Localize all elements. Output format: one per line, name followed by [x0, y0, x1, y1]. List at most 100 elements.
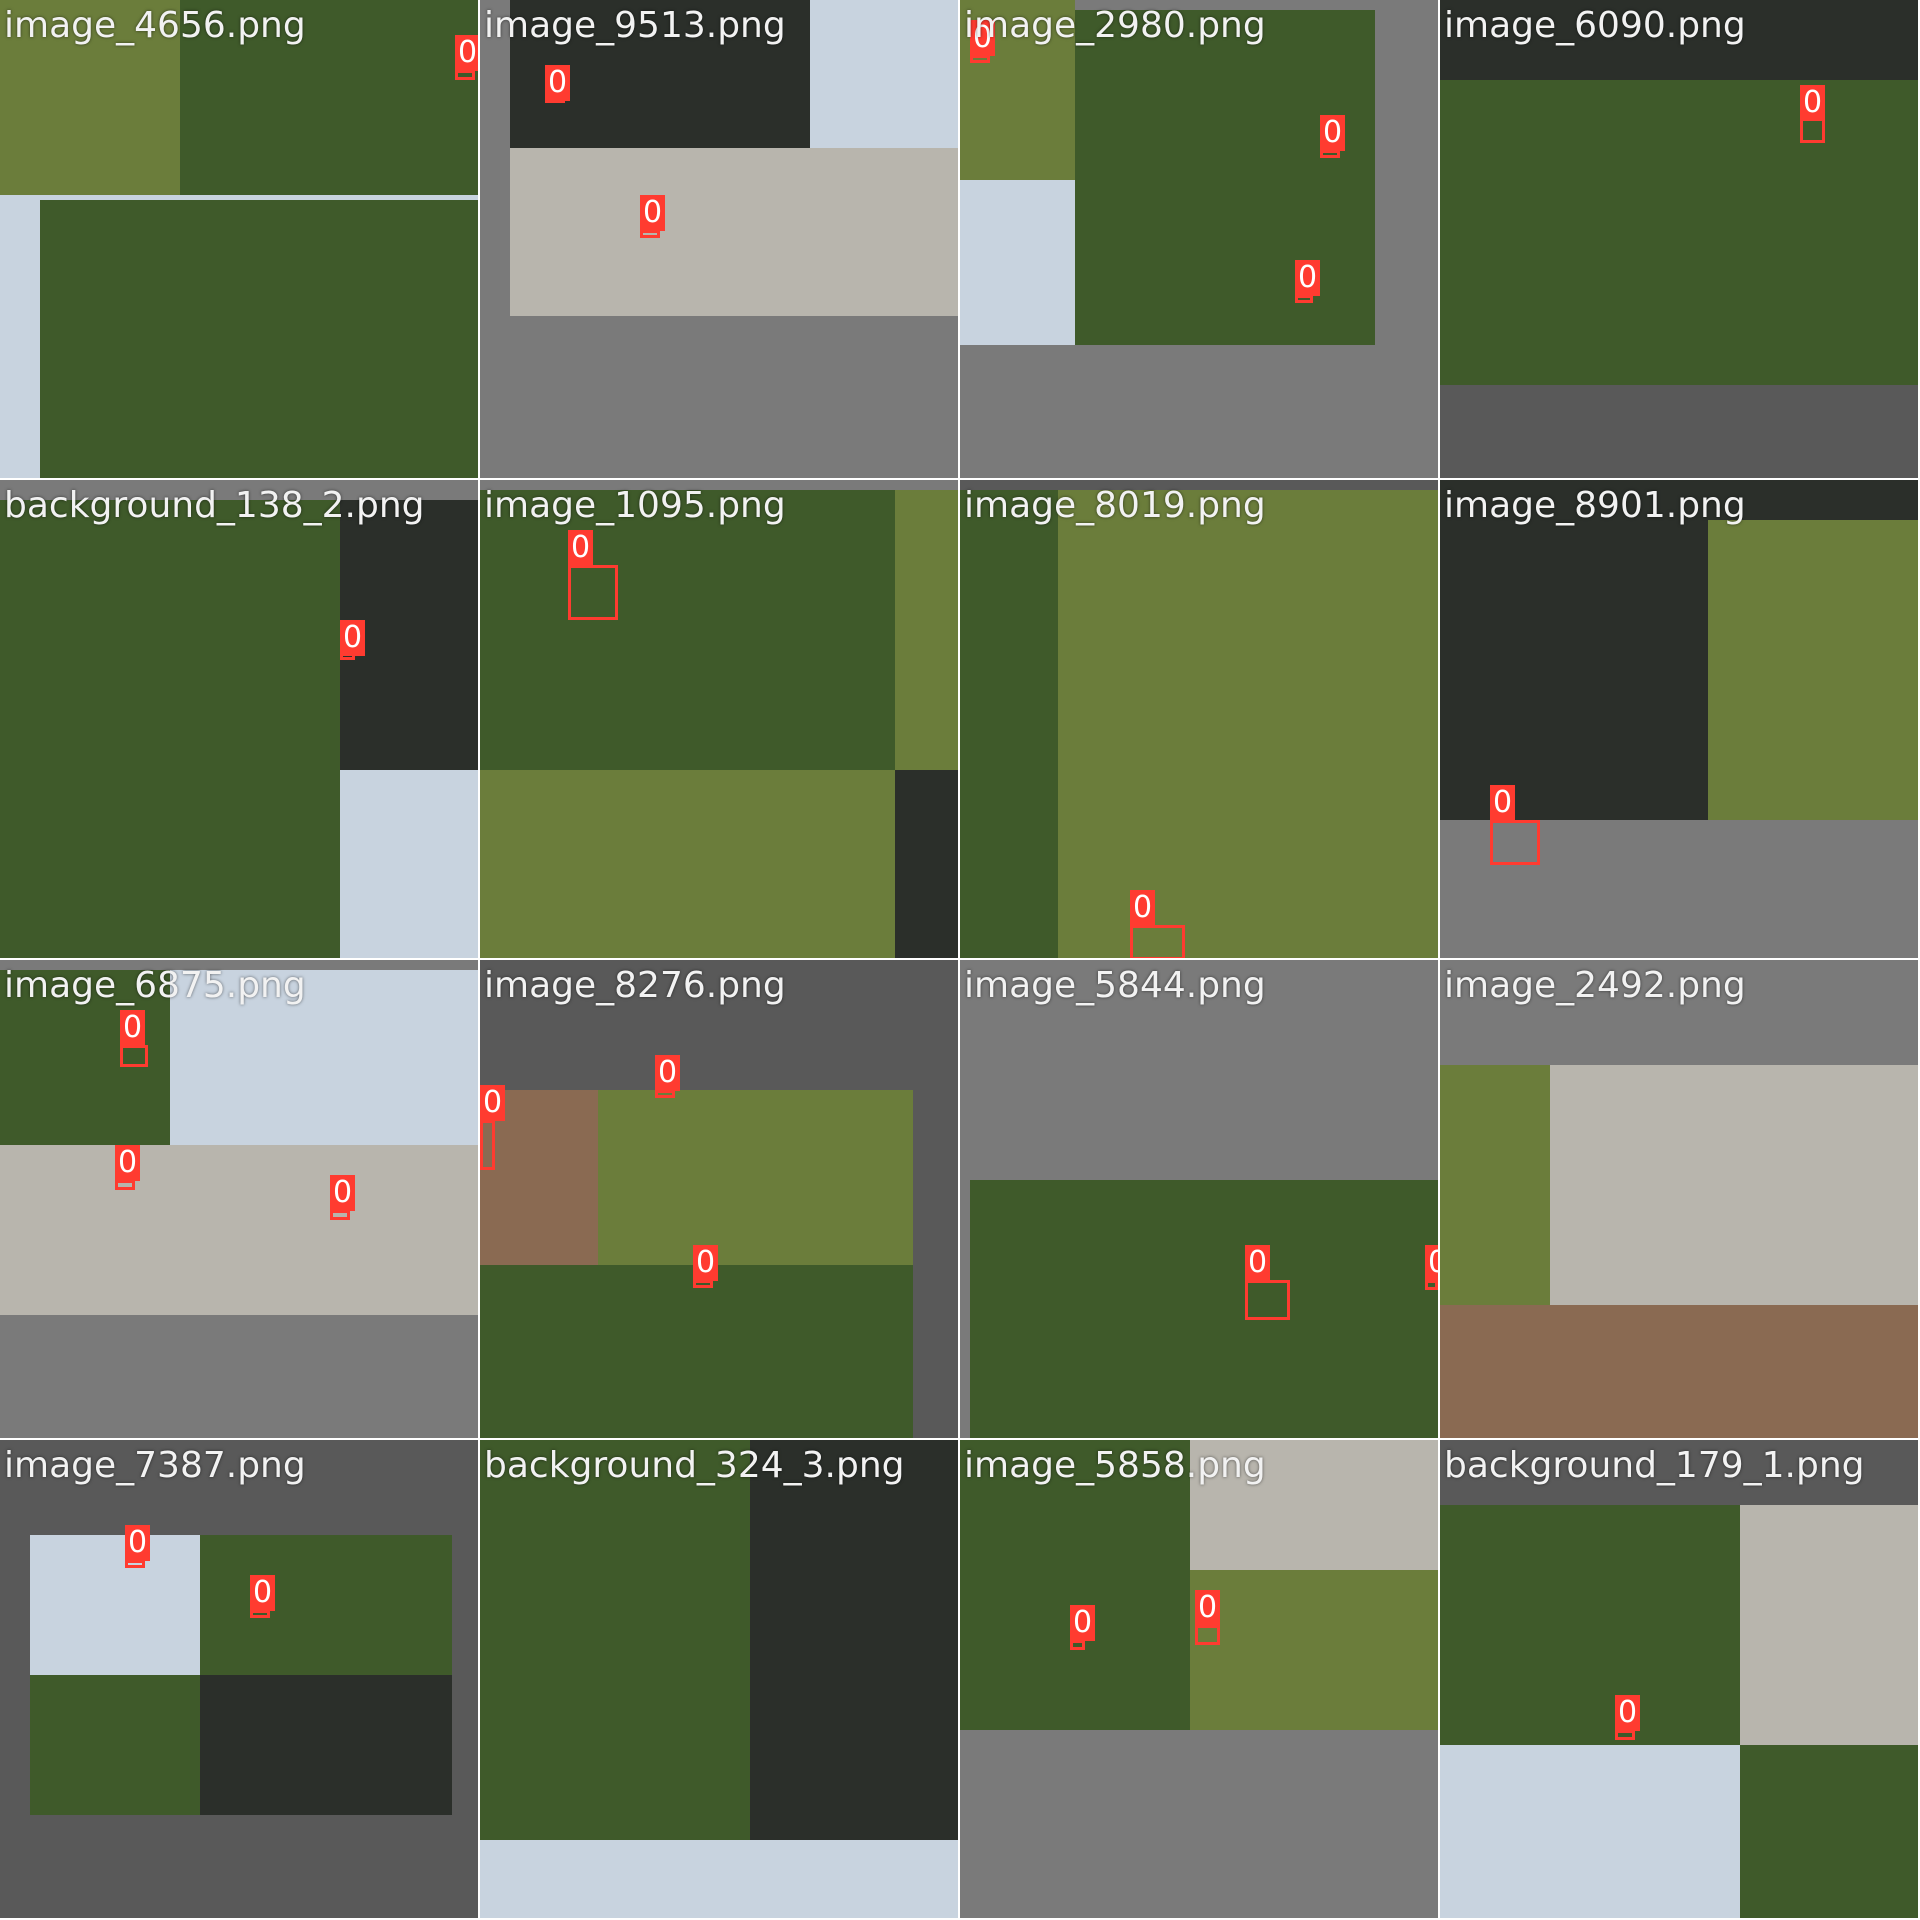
detection-class-label: 0 — [640, 195, 666, 231]
detection-box — [1070, 1640, 1085, 1650]
photo-patch — [810, 148, 958, 316]
photo-patch — [1440, 1305, 1918, 1438]
detection-class-label: 0 — [480, 1085, 506, 1121]
photo-patch — [480, 770, 895, 958]
detection-class-label: 0 — [1295, 260, 1321, 296]
photo-patch — [1440, 520, 1708, 820]
mosaic-tile: 0 0 0 image_2980.png — [960, 0, 1438, 478]
mosaic-tile: 0 0 0 image_8276.png — [480, 960, 958, 1438]
mosaic-tile: image_2492.png — [1440, 960, 1918, 1438]
photo-patch — [960, 725, 1058, 958]
photo-patch — [1440, 80, 1918, 385]
detection-class-label: 0 — [125, 1525, 151, 1561]
photo-patch — [480, 1265, 913, 1438]
detection-box — [120, 1045, 148, 1067]
detection-class-label: 0 — [1425, 1245, 1438, 1281]
detection-class-label: 0 — [330, 1175, 356, 1211]
detection-box — [250, 1610, 270, 1618]
detection-class-label: 0 — [545, 65, 571, 101]
detection-class-label: 0 — [1800, 85, 1826, 121]
photo-patch — [30, 1535, 200, 1675]
photo-patch — [970, 1180, 1438, 1438]
mosaic-tile: 0 0 0 image_6875.png — [0, 960, 478, 1438]
mosaic-tile: 0 image_4656.png — [0, 0, 478, 478]
photo-patch — [0, 0, 180, 195]
detection-class-label: 0 — [568, 530, 594, 566]
detection-box — [1320, 150, 1340, 158]
photo-patch — [1740, 1745, 1918, 1918]
detection-box — [330, 1210, 350, 1220]
tile-filename-label: image_2980.png — [964, 5, 1266, 46]
mosaic-tile: 0 image_8019.png — [960, 480, 1438, 958]
photo-patch — [1190, 1570, 1438, 1730]
photo-patch — [810, 0, 958, 148]
tile-filename-label: image_2492.png — [1444, 965, 1746, 1006]
detection-class-label: 0 — [455, 35, 478, 71]
photo-patch — [1440, 1745, 1740, 1918]
photo-patch — [895, 770, 958, 958]
photo-patch — [960, 490, 1058, 725]
photo-patch — [0, 970, 170, 1145]
mosaic-tile: 0 0 image_9513.png — [480, 0, 958, 478]
photo-patch — [960, 180, 1075, 345]
tile-filename-label: image_1095.png — [484, 485, 786, 526]
photo-patch — [750, 1440, 958, 1840]
mosaic-tile: 0 0 image_7387.png — [0, 1440, 478, 1918]
photo-patch — [170, 970, 478, 1145]
photo-patch — [30, 1675, 200, 1815]
detection-class-label: 0 — [115, 1145, 141, 1181]
detection-box — [1490, 820, 1540, 865]
detection-class-label: 0 — [655, 1055, 681, 1091]
detection-box — [693, 1280, 713, 1288]
tile-filename-label: image_8019.png — [964, 485, 1266, 526]
detection-class-label: 0 — [1195, 1590, 1221, 1626]
photo-patch — [1440, 480, 1918, 520]
tile-filename-label: image_5844.png — [964, 965, 1266, 1006]
detection-class-label: 0 — [1490, 785, 1516, 821]
photo-patch — [895, 490, 958, 770]
mosaic-tile: background_324_3.png — [480, 1440, 958, 1918]
photo-patch — [40, 200, 478, 478]
tile-filename-label: image_8276.png — [484, 965, 786, 1006]
photo-patch — [170, 1145, 478, 1315]
photo-patch — [200, 1675, 452, 1815]
tile-filename-label: image_4656.png — [4, 5, 306, 46]
photo-patch — [1190, 1440, 1438, 1570]
detection-class-label: 0 — [693, 1245, 719, 1281]
photo-patch — [960, 1440, 1190, 1570]
photo-patch — [1440, 0, 1918, 80]
detection-box — [568, 565, 618, 620]
detection-class-label: 0 — [1615, 1695, 1641, 1731]
photo-patch — [0, 770, 340, 958]
photo-patch — [1075, 180, 1375, 345]
detection-class-label: 0 — [250, 1575, 276, 1611]
detection-box — [1425, 1280, 1438, 1290]
detection-box — [1295, 295, 1313, 303]
detection-class-label: 0 — [340, 620, 366, 656]
tile-filename-label: image_5858.png — [964, 1445, 1266, 1486]
photo-patch — [1058, 725, 1438, 958]
photo-patch — [598, 1090, 913, 1265]
detection-box — [970, 55, 990, 63]
mosaic-tile: 0 image_6090.png — [1440, 0, 1918, 478]
photo-patch — [1440, 1505, 1740, 1745]
detection-class-label: 0 — [1070, 1605, 1096, 1641]
detection-box — [480, 1120, 495, 1170]
detection-box — [640, 230, 660, 238]
mosaic-tile: 0 0 image_5858.png — [960, 1440, 1438, 1918]
tile-filename-label: background_324_3.png — [484, 1445, 905, 1486]
photo-patch — [340, 770, 478, 958]
mosaic-tile: 0 background_179_1.png — [1440, 1440, 1918, 1918]
detection-box — [1800, 118, 1825, 143]
mosaic-tile: 0 image_1095.png — [480, 480, 958, 958]
detection-class-label: 0 — [1130, 890, 1156, 926]
detection-box — [1245, 1280, 1290, 1320]
detection-class-label: 0 — [120, 1010, 146, 1046]
photo-patch — [0, 1145, 170, 1315]
photo-patch — [480, 490, 895, 770]
photo-patch — [480, 1840, 958, 1918]
tile-filename-label: image_9513.png — [484, 5, 786, 46]
photo-patch — [1740, 1505, 1918, 1745]
detection-box — [655, 1090, 675, 1098]
